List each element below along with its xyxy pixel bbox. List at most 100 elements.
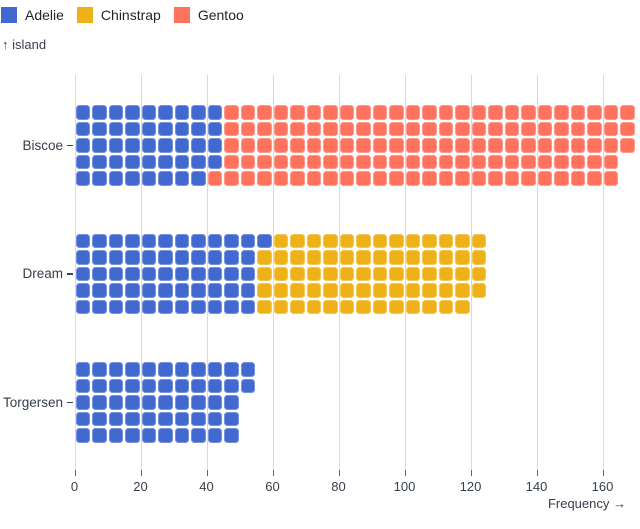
waffle-cell-gentoo bbox=[339, 138, 354, 153]
waffle-cell-gentoo bbox=[455, 154, 470, 169]
waffle-cell-adelie bbox=[207, 395, 222, 410]
waffle-cell-gentoo bbox=[290, 171, 305, 186]
waffle-cell-adelie bbox=[158, 362, 173, 377]
waffle-cell-adelie bbox=[191, 362, 206, 377]
waffle-cell-gentoo bbox=[620, 121, 635, 136]
waffle-cell-gentoo bbox=[438, 121, 453, 136]
waffle-cell-adelie bbox=[174, 362, 189, 377]
waffle-cell-adelie bbox=[75, 154, 90, 169]
waffle-cell-adelie bbox=[141, 154, 156, 169]
waffle-cell-adelie bbox=[174, 233, 189, 248]
waffle-cell-chinstrap bbox=[372, 299, 387, 314]
waffle-cell-gentoo bbox=[306, 121, 321, 136]
waffle-cell-gentoo bbox=[257, 121, 272, 136]
waffle-cell-adelie bbox=[158, 378, 173, 393]
waffle-cell-adelie bbox=[240, 233, 255, 248]
waffle-cell-adelie bbox=[141, 171, 156, 186]
waffle-cell-gentoo bbox=[372, 105, 387, 120]
waffle-cell-gentoo bbox=[620, 105, 635, 120]
gridline-x-100 bbox=[404, 75, 406, 470]
waffle-cell-chinstrap bbox=[455, 299, 470, 314]
waffle-cell-adelie bbox=[75, 299, 90, 314]
waffle-cell-chinstrap bbox=[339, 283, 354, 298]
waffle-cell-chinstrap bbox=[323, 266, 338, 281]
waffle-cell-chinstrap bbox=[339, 250, 354, 265]
waffle-cell-adelie bbox=[191, 378, 206, 393]
waffle-cell-adelie bbox=[240, 378, 255, 393]
waffle-cell-gentoo bbox=[422, 154, 437, 169]
waffle-cell-gentoo bbox=[603, 138, 618, 153]
waffle-cell-gentoo bbox=[372, 154, 387, 169]
x-tick-mark-0 bbox=[74, 470, 76, 476]
waffle-cell-adelie bbox=[158, 105, 173, 120]
waffle-cell-adelie bbox=[141, 428, 156, 443]
waffle-cell-chinstrap bbox=[471, 250, 486, 265]
waffle-cell-adelie bbox=[75, 138, 90, 153]
waffle-cell-gentoo bbox=[570, 154, 585, 169]
waffle-cell-chinstrap bbox=[273, 250, 288, 265]
waffle-cell-gentoo bbox=[537, 171, 552, 186]
waffle-cell-adelie bbox=[158, 138, 173, 153]
waffle-cell-adelie bbox=[224, 233, 239, 248]
waffle-cell-gentoo bbox=[389, 105, 404, 120]
waffle-cell-chinstrap bbox=[273, 283, 288, 298]
waffle-cell-adelie bbox=[125, 171, 140, 186]
waffle-cell-gentoo bbox=[273, 121, 288, 136]
waffle-cell-gentoo bbox=[471, 105, 486, 120]
y-tick-label-biscoe: Biscoe bbox=[22, 137, 63, 153]
x-tick-mark-40 bbox=[206, 470, 208, 476]
waffle-cell-gentoo bbox=[537, 154, 552, 169]
waffle-cell-chinstrap bbox=[422, 233, 437, 248]
legend-item-chinstrap: Chinstrap bbox=[76, 7, 161, 23]
waffle-cell-adelie bbox=[75, 233, 90, 248]
waffle-cell-gentoo bbox=[521, 154, 536, 169]
waffle-cell-gentoo bbox=[504, 138, 519, 153]
waffle-cell-gentoo bbox=[356, 121, 371, 136]
waffle-cell-gentoo bbox=[455, 138, 470, 153]
waffle-cell-adelie bbox=[92, 362, 107, 377]
x-tick-mark-20 bbox=[140, 470, 142, 476]
gridline-x-80 bbox=[338, 75, 340, 470]
waffle-cell-adelie bbox=[125, 233, 140, 248]
waffle-cell-gentoo bbox=[488, 121, 503, 136]
waffle-cell-adelie bbox=[174, 395, 189, 410]
waffle-cell-chinstrap bbox=[273, 299, 288, 314]
waffle-cell-chinstrap bbox=[290, 283, 305, 298]
waffle-cell-adelie bbox=[75, 250, 90, 265]
waffle-cell-adelie bbox=[125, 299, 140, 314]
waffle-cell-gentoo bbox=[554, 154, 569, 169]
legend-label: Chinstrap bbox=[100, 7, 161, 23]
waffle-cell-adelie bbox=[174, 154, 189, 169]
waffle-cell-adelie bbox=[240, 283, 255, 298]
waffle-cell-chinstrap bbox=[323, 299, 338, 314]
waffle-cell-adelie bbox=[125, 428, 140, 443]
waffle-cell-chinstrap bbox=[356, 250, 371, 265]
waffle-cell-adelie bbox=[207, 233, 222, 248]
waffle-cell-gentoo bbox=[356, 138, 371, 153]
waffle-cell-gentoo bbox=[471, 154, 486, 169]
waffle-cell-gentoo bbox=[521, 171, 536, 186]
waffle-cell-chinstrap bbox=[290, 266, 305, 281]
legend-label: Adelie bbox=[25, 7, 64, 23]
waffle-cell-adelie bbox=[257, 233, 272, 248]
waffle-cell-adelie bbox=[224, 266, 239, 281]
waffle-cell-chinstrap bbox=[405, 266, 420, 281]
waffle-cell-gentoo bbox=[438, 138, 453, 153]
waffle-cell-adelie bbox=[240, 299, 255, 314]
y-tick-dash bbox=[67, 401, 73, 403]
waffle-cell-chinstrap bbox=[257, 266, 272, 281]
waffle-cell-chinstrap bbox=[455, 283, 470, 298]
waffle-cell-chinstrap bbox=[356, 266, 371, 281]
gridline-x-40 bbox=[206, 75, 208, 470]
waffle-cell-adelie bbox=[224, 250, 239, 265]
waffle-cell-adelie bbox=[141, 362, 156, 377]
waffle-cell-gentoo bbox=[570, 121, 585, 136]
waffle-cell-adelie bbox=[125, 154, 140, 169]
waffle-cell-adelie bbox=[75, 171, 90, 186]
waffle-cell-chinstrap bbox=[455, 266, 470, 281]
waffle-cell-gentoo bbox=[438, 154, 453, 169]
waffle-cell-adelie bbox=[92, 266, 107, 281]
waffle-cell-chinstrap bbox=[389, 299, 404, 314]
y-tick-label-dream: Dream bbox=[22, 266, 63, 282]
